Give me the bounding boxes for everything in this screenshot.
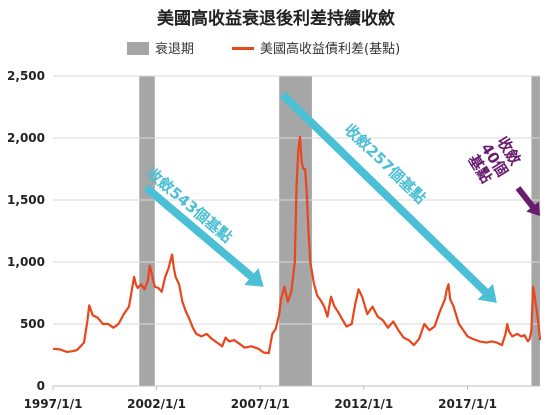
y-tick-label-500: 500: [20, 317, 45, 331]
x-tick-label-0: 1997/1/1: [24, 397, 83, 411]
x-tick-label-2: 2007/1/1: [231, 397, 290, 411]
x-tick-label-3: 2012/1/1: [334, 397, 393, 411]
y-tick-label-2000: 2,000: [7, 131, 45, 145]
legend-label-recession: 衰退期: [155, 41, 194, 57]
y-tick-label-1500: 1,500: [7, 193, 45, 207]
annotation-arrow-1: [279, 91, 497, 303]
x-tick-label-1: 2002/1/1: [127, 397, 186, 411]
annotation-2: 收斂40個基點: [463, 131, 540, 216]
y-tick-label-1000: 1,000: [7, 255, 45, 269]
x-axis-ticks: 1997/1/1 2002/1/1 2007/1/1 2012/1/1 2017/1/1: [24, 386, 497, 411]
chart-title: 美國高收益衰退後利差持續收斂: [157, 8, 396, 29]
legend-label-spread: 美國高收益債利差(基點): [260, 41, 400, 57]
series-line-hy-spread: [52, 135, 542, 355]
annotation-label-2: 收斂40個基點: [463, 131, 526, 189]
annotation-0: 收斂543個基點: [143, 164, 264, 287]
annotations: 收斂543個基點 收斂257個基點 收斂40個基點: [143, 91, 540, 303]
x-tick-label-4: 2017/1/1: [438, 397, 497, 411]
annotation-label-0: 收斂543個基點: [143, 164, 236, 246]
annotation-arrow-2: [515, 186, 540, 216]
y-axis-ticks: 0 500 1,000 1,500 2,000 2,500: [7, 69, 45, 393]
y-tick-label-2500: 2,500: [7, 69, 45, 83]
recession-band-0: [139, 76, 155, 386]
recession-band-2: [531, 76, 540, 386]
annotation-arrow-0: [143, 184, 264, 287]
y-tick-label-0: 0: [37, 379, 45, 393]
legend-swatch-recession: [127, 42, 149, 55]
